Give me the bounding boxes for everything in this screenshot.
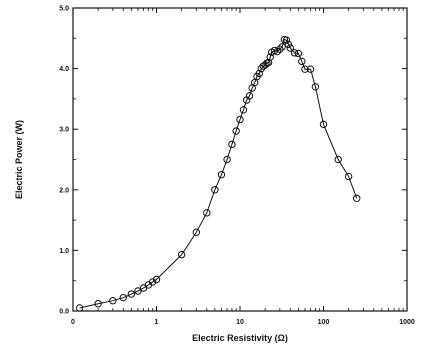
data-point <box>75 304 84 312</box>
data-point <box>282 36 291 44</box>
data-point <box>211 186 219 194</box>
data-point <box>223 155 231 164</box>
data-point <box>119 293 127 302</box>
data-point <box>290 49 299 57</box>
y-ticks: 0.0 1.0 2.0 3.0 4.0 5.0 <box>59 6 407 316</box>
data-point <box>245 92 254 100</box>
x-tick-label: 1000 <box>399 319 415 326</box>
data-point <box>266 53 274 61</box>
data-point <box>334 155 342 164</box>
data-point <box>232 127 240 135</box>
y-tick-label: 4.0 <box>59 66 69 73</box>
x-ticks: 0 1 10 100 1000 <box>71 8 415 326</box>
data-point <box>273 47 282 56</box>
data-point <box>276 45 284 53</box>
data-point <box>127 290 136 298</box>
x-axis-title: Electric Resistivity (Ω) <box>192 333 288 343</box>
data-point <box>344 172 353 181</box>
data-point <box>152 275 161 284</box>
x-tick-label: 100 <box>318 319 330 326</box>
data-point <box>294 49 303 58</box>
data-point <box>255 69 263 78</box>
data-point <box>353 194 361 202</box>
data-point <box>228 140 236 149</box>
data-point <box>264 58 273 67</box>
data-point <box>217 170 226 179</box>
data-point <box>298 57 306 66</box>
data-point <box>236 115 244 124</box>
data-point <box>239 106 248 114</box>
y-axis-title: Electric Power (W) <box>14 120 24 199</box>
axes <box>72 7 408 312</box>
data-point <box>278 43 286 51</box>
data-point <box>203 209 211 217</box>
y-tick-label: 5.0 <box>59 6 69 13</box>
data-point <box>306 65 315 73</box>
data-point <box>177 250 186 259</box>
data-point <box>284 40 293 49</box>
x-tick-label: 10 <box>236 319 244 326</box>
data-point <box>94 300 102 308</box>
y-tick-label: 0.0 <box>59 309 69 316</box>
data-point <box>286 44 294 52</box>
y-tick-label: 3.0 <box>59 127 69 134</box>
data-points <box>75 35 361 312</box>
data-point <box>192 228 201 236</box>
y-tick-label: 2.0 <box>59 187 69 194</box>
x-tick-label: 1 <box>155 319 159 326</box>
data-point <box>319 120 328 129</box>
data-point <box>311 83 320 91</box>
data-point <box>301 65 309 73</box>
y-tick-label: 1.0 <box>59 248 69 255</box>
data-point <box>148 278 157 286</box>
data-point <box>134 287 142 295</box>
data-point <box>109 296 117 305</box>
x-tick-label: 0 <box>71 319 75 326</box>
plot-frame <box>72 7 408 312</box>
